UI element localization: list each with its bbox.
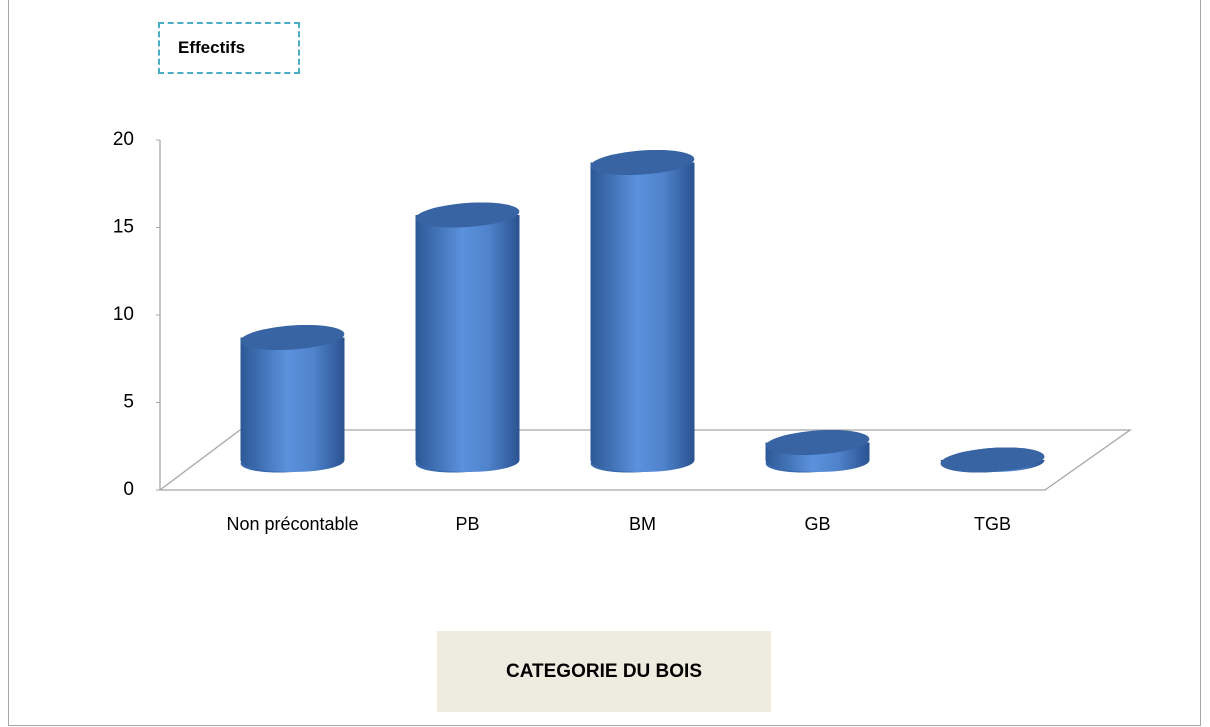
bar-top <box>940 447 1045 473</box>
bar-top <box>765 429 870 456</box>
x-tick-label: PB <box>455 514 480 534</box>
x-tick-label: BM <box>629 514 656 534</box>
x-tick-label: TGB <box>973 514 1011 534</box>
y-tick-label: 0 <box>123 479 134 500</box>
y-tick-label: 5 <box>123 392 134 413</box>
y-tick-label: 20 <box>113 129 134 150</box>
frame <box>8 0 1201 726</box>
bar <box>240 337 345 473</box>
bar <box>415 215 520 473</box>
y-tick-label: 10 <box>113 304 134 325</box>
chart-title: Effectifs <box>158 22 300 74</box>
x-tick-label: Non précontable <box>226 514 359 534</box>
bar-top <box>240 324 345 351</box>
x-axis-title: CATEGORIE DU BOIS <box>437 631 771 712</box>
y-tick-label: 15 <box>113 217 134 238</box>
bar <box>590 162 695 473</box>
x-tick-label: GB <box>804 514 831 534</box>
bar-top <box>590 149 695 176</box>
bar-top <box>415 202 520 228</box>
